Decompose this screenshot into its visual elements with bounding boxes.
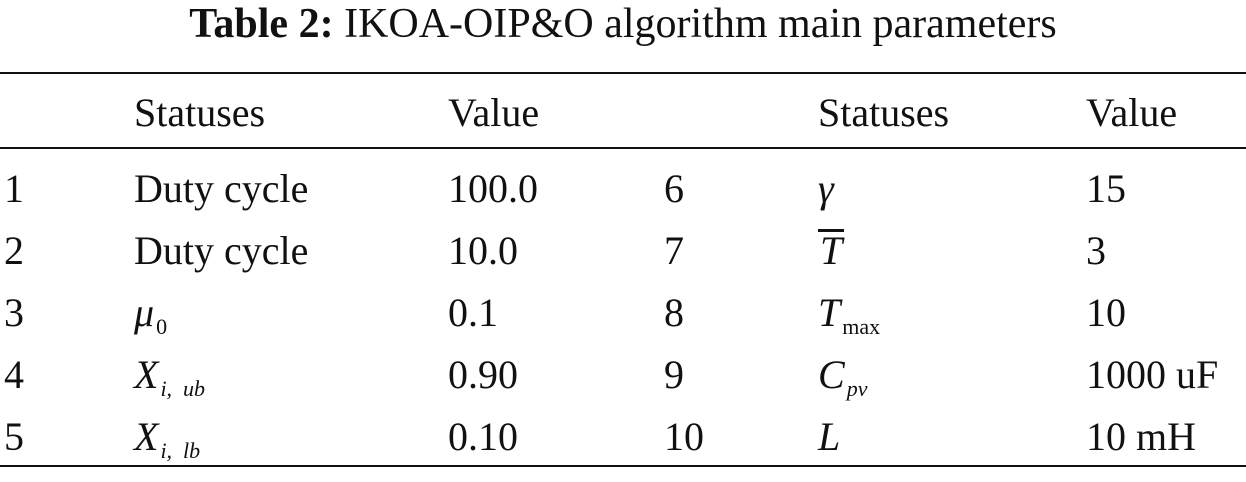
- row-number-right: 9: [664, 352, 684, 397]
- value-cell-right: 10 mH: [1086, 414, 1196, 459]
- row-number-right: 6: [664, 166, 684, 211]
- status-cell: Xi, ub: [134, 344, 205, 406]
- header-value-right: Value: [1086, 90, 1178, 135]
- status-cell-right: Cpv: [818, 344, 867, 406]
- value-cell: 0.1: [448, 290, 498, 335]
- value-cell-right: 15: [1086, 166, 1126, 211]
- row-number-right: 8: [664, 290, 684, 335]
- table-caption: Table 2: IKOA-OIP&O algorithm main param…: [0, 0, 1246, 56]
- value-cell-right: 3: [1086, 228, 1106, 273]
- status-cell: Duty cycle: [134, 228, 309, 273]
- header-rule: [0, 147, 1246, 149]
- value-cell-right: 1000 uF: [1086, 352, 1219, 397]
- c-symbol: C: [818, 352, 845, 397]
- status-cell-right: L: [818, 414, 841, 459]
- row-number: 2: [4, 228, 24, 273]
- status-cell-right: Tmax: [818, 282, 880, 344]
- header-statuses-left: Statuses: [134, 90, 266, 135]
- row-number: 5: [4, 414, 24, 459]
- table-row: 2 Duty cycle 10.0 7 T 3: [0, 220, 1246, 282]
- x-symbol: X: [134, 352, 159, 397]
- table-row: 3 μ0 0.1 8 Tmax 10: [0, 282, 1246, 344]
- value-cell: 0.90: [448, 352, 518, 397]
- row-number: 1: [4, 166, 24, 211]
- t-symbol: T: [818, 290, 841, 335]
- header-statuses-right: Statuses: [818, 90, 950, 135]
- x-symbol: X: [134, 414, 159, 459]
- status-cell-right: T: [818, 220, 845, 282]
- table-title: IKOA-OIP&O algorithm main parameters: [344, 1, 1057, 47]
- t-bar-symbol: T: [818, 228, 845, 273]
- c-subscript: pv: [846, 376, 868, 401]
- row-number-right: 7: [664, 228, 684, 273]
- value-cell-right: 10: [1086, 290, 1126, 335]
- header-value-left: Value: [448, 90, 540, 135]
- header-row: Statuses Value Statuses Value: [0, 82, 1246, 144]
- top-rule: [0, 72, 1246, 74]
- value-cell: 100.0: [448, 166, 538, 211]
- value-cell: 0.10: [448, 414, 518, 459]
- status-cell-right: γ: [818, 166, 834, 211]
- x-subscript: i, ub: [160, 376, 206, 401]
- value-cell: 10.0: [448, 228, 518, 273]
- table-row: 4 Xi, ub 0.90 9 Cpv 1000 uF: [0, 344, 1246, 406]
- table-row: 1 Duty cycle 100.0 6 γ 15: [0, 158, 1246, 220]
- row-number: 4: [4, 352, 24, 397]
- table-row: 5 Xi, lb 0.10 10 L 10 mH: [0, 406, 1246, 468]
- mu-symbol: μ: [134, 290, 155, 335]
- status-cell: μ0: [134, 282, 167, 344]
- status-cell: Xi, lb: [134, 406, 200, 468]
- row-number-right: 10: [664, 414, 704, 459]
- table-number: Table 2:: [189, 1, 334, 47]
- t-subscript: max: [842, 314, 881, 339]
- row-number: 3: [4, 290, 24, 335]
- x-subscript: i, lb: [160, 438, 201, 463]
- bottom-rule: [0, 465, 1246, 467]
- status-cell: Duty cycle: [134, 166, 309, 211]
- mu-subscript: 0: [156, 314, 168, 339]
